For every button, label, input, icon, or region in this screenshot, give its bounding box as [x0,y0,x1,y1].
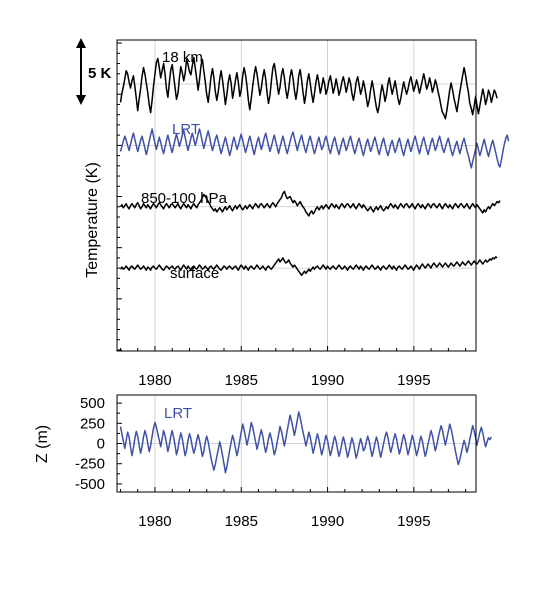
scale-bar: 5 K [76,38,112,105]
temperature-x-tick-labels: 1980 1985 1990 1995 [138,372,430,389]
temperature-x-tick-label-1985: 1985 [225,372,258,389]
geopotential-series-lines [119,411,493,474]
geopotential-axis-title: Z (m) [34,425,51,463]
series-label-lrt-height: LRT [164,405,192,422]
series-line-18-km [119,56,498,120]
geopotential-panel: -500 -250 0 250 500 1980 1985 1990 1995 Z (m) L… [34,394,493,530]
temperature-plot-frame [116,39,477,352]
temperature-x-tick-label-1980: 1980 [138,372,171,389]
series-label-18km: 18 km [162,49,203,66]
temperature-axis-title: Temperature (K) [84,162,101,278]
series-line-850-100-hpa [119,190,501,217]
series-line-lrt [119,128,510,169]
scale-bar-arrow-up [76,38,86,48]
temperature-x-tick-label-1990: 1990 [311,372,344,389]
series-line-surface [119,256,498,277]
geopotential-x-tick-label-1990: 1990 [311,513,344,530]
geopotential-x-tick-label-1980: 1980 [138,513,171,530]
geopotential-y-tick-label-0: 0 [97,436,105,453]
temperature-x-tick-label-1995: 1995 [397,372,430,389]
scale-bar-arrow-down [76,95,86,105]
series-label-lrt-temperature: LRT [172,121,200,138]
geopotential-y-tick-label-m250: -250 [75,456,105,473]
geopotential-plot-frame [116,394,477,493]
geopotential-y-tick-label-500: 500 [80,395,105,412]
temperature-series-lines [119,56,510,277]
geopotential-y-tick-labels: -500 -250 0 250 500 [75,395,105,493]
geopotential-x-tick-label-1995: 1995 [397,513,430,530]
scale-bar-label: 5 K [88,65,112,82]
geopotential-x-tick-labels: 1980 1985 1990 1995 [138,513,430,530]
geopotential-y-tick-label-250: 250 [80,415,105,432]
geopotential-x-tick-label-1985: 1985 [225,513,258,530]
series-line-lrt-height [119,411,493,474]
series-label-surface: surface [170,265,219,282]
geopotential-y-tick-label-m500: -500 [75,476,105,493]
temperature-panel: Temperature (K) 1980 1985 1990 1995 5 K 18 … [76,38,510,389]
series-label-850-100hpa: 850-100 hPa [141,190,228,207]
